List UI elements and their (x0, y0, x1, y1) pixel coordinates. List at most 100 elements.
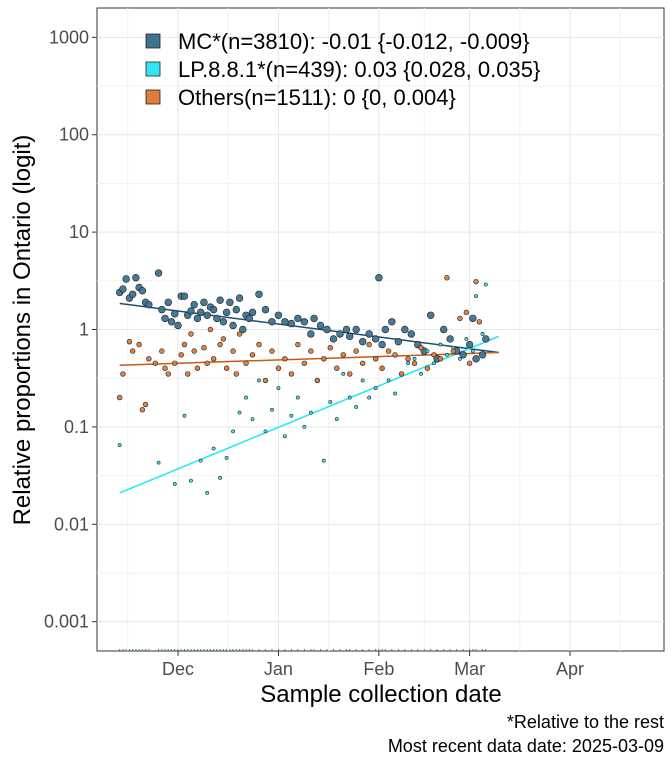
data-point (386, 378, 391, 383)
data-point (407, 330, 415, 338)
data-point (190, 300, 198, 309)
data-point (207, 326, 214, 333)
data-point (245, 314, 253, 323)
legend-key (145, 89, 161, 105)
data-point (194, 365, 201, 371)
data-point (334, 417, 339, 422)
data-point (216, 296, 224, 304)
data-point (165, 371, 171, 377)
data-point (244, 395, 248, 400)
data-point (341, 372, 346, 376)
data-point (406, 361, 410, 366)
data-point (224, 456, 229, 460)
data-point (158, 305, 166, 314)
data-point (268, 318, 276, 326)
data-point (162, 365, 168, 371)
data-point (334, 365, 340, 371)
data-point (478, 351, 487, 359)
data-point (205, 491, 210, 495)
data-point (230, 348, 236, 354)
data-point (464, 337, 469, 341)
data-point (198, 458, 203, 463)
data-point (321, 458, 326, 463)
data-point (275, 365, 282, 371)
data-point (188, 331, 194, 337)
data-point (470, 349, 475, 354)
data-point (276, 386, 281, 391)
data-point (360, 378, 365, 383)
data-point (353, 348, 359, 354)
data-point (156, 460, 161, 465)
data-point (388, 318, 396, 326)
legend-label: Others(n=1511): 0 {0, 0.004} (178, 85, 456, 110)
data-point (223, 365, 230, 371)
y-tick-label: 1 (79, 320, 89, 340)
data-point (174, 321, 182, 330)
y-axis-title: Relative proportions in Ontario (logit) (9, 135, 36, 526)
y-tick-label: 100 (59, 125, 89, 145)
data-point (219, 318, 228, 326)
data-point (359, 360, 366, 366)
data-point (269, 348, 275, 354)
data-point (431, 352, 437, 358)
data-point (256, 341, 262, 348)
data-point (378, 340, 386, 349)
data-point (119, 285, 127, 293)
data-point (249, 352, 256, 358)
data-point (211, 446, 216, 451)
x-tick-label: Jan (264, 659, 293, 679)
data-point (419, 372, 423, 376)
data-point (200, 298, 208, 307)
data-point (283, 434, 287, 439)
data-point (373, 386, 378, 391)
data-point (354, 405, 359, 409)
data-point (450, 348, 457, 354)
data-point (117, 443, 122, 448)
data-point (473, 278, 479, 285)
data-point (323, 325, 331, 334)
legend-label: LP.8.8.1*(n=439): 0.03 {0.028, 0.035} (178, 57, 540, 82)
data-point (394, 337, 403, 346)
x-tick-label: Feb (363, 659, 394, 679)
data-point (226, 298, 234, 307)
data-point (209, 305, 218, 314)
data-point (457, 315, 463, 322)
data-point (132, 274, 140, 282)
data-point (328, 400, 333, 404)
data-point (437, 356, 444, 362)
data-point (365, 330, 373, 338)
data-point (398, 371, 405, 377)
data-point (372, 356, 379, 362)
data-point (116, 394, 123, 401)
y-tick-label: 0.001 (44, 612, 89, 632)
data-point (438, 342, 443, 347)
data-point (472, 355, 480, 363)
data-point (469, 314, 477, 323)
x-tick-label: Dec (162, 659, 194, 679)
data-point (243, 360, 249, 366)
data-point (220, 336, 227, 342)
y-tick-label: 1000 (49, 27, 89, 47)
data-point (236, 331, 243, 337)
data-point (445, 352, 449, 357)
data-point (233, 371, 240, 377)
data-point (308, 348, 314, 354)
data-point (181, 341, 188, 348)
data-point (480, 332, 485, 336)
legend-label: MC*(n=3810): -0.01 {-0.012, -0.009} (178, 29, 530, 54)
data-point (411, 360, 418, 366)
data-point (466, 360, 473, 366)
data-point (483, 282, 488, 287)
y-tick-label: 10 (69, 222, 89, 242)
data-point (358, 337, 367, 346)
rug-marks (119, 649, 487, 651)
data-point (126, 338, 133, 345)
legend: MC*(n=3810): -0.01 {-0.012, -0.009} LP.8.… (145, 29, 540, 110)
data-point (381, 325, 390, 334)
data-point (196, 308, 205, 317)
x-axis-title: Sample collection date (260, 681, 501, 708)
data-points (115, 269, 490, 495)
data-point (191, 348, 197, 354)
data-point (262, 377, 269, 384)
data-point (418, 345, 424, 351)
